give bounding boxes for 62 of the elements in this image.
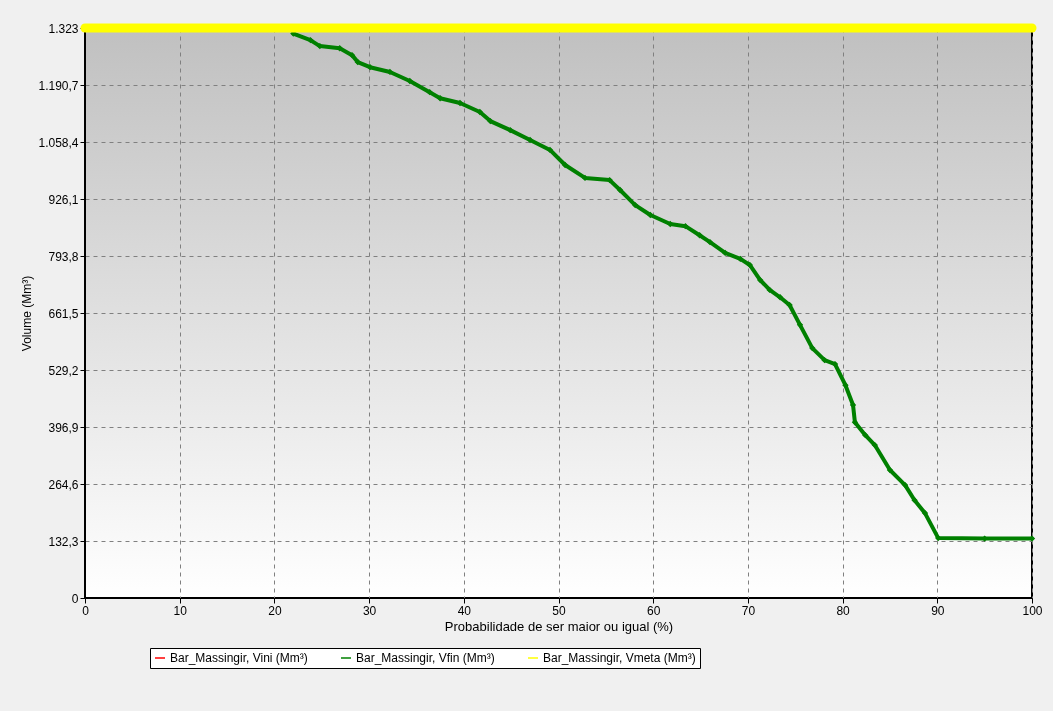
- y-tick-label: 1.058,4: [38, 135, 79, 150]
- x-tick-label: 40: [457, 603, 472, 618]
- point: [921, 509, 929, 517]
- legend-label: Bar_Massingir, Vini (Mm³): [170, 651, 308, 665]
- y-tick-label: 661,5: [48, 306, 79, 321]
- point: [696, 232, 703, 239]
- y-tick-label: 1.190,7: [38, 78, 79, 93]
- point: [862, 431, 869, 439]
- point: [901, 481, 909, 489]
- point: [561, 161, 569, 169]
- point: [354, 58, 361, 66]
- y-axis-title: Volume (Mm³): [20, 275, 35, 352]
- point: [348, 51, 356, 59]
- x-tick-label: 10: [173, 603, 188, 618]
- point: [766, 286, 773, 294]
- x-tick-label: 70: [741, 603, 756, 618]
- point: [722, 249, 729, 257]
- y-tick-label: 264,6: [48, 477, 79, 492]
- point: [546, 146, 554, 154]
- point: [737, 255, 744, 263]
- point: [507, 126, 514, 134]
- point: [667, 220, 674, 228]
- x-tick-label: 0: [82, 603, 90, 618]
- point: [616, 186, 624, 194]
- x-tick-label: 90: [931, 603, 945, 618]
- point: [871, 441, 878, 449]
- point: [487, 117, 494, 125]
- point: [647, 211, 654, 219]
- x-tick-label: 50: [552, 603, 566, 618]
- point: [821, 357, 828, 364]
- legend-label: Bar_Massingir, Vfin (Mm³): [356, 651, 495, 665]
- point: [757, 276, 764, 284]
- point: [706, 238, 714, 246]
- point: [776, 294, 784, 301]
- y-tick-label: 926,1: [48, 192, 79, 207]
- x-axis-title: Probabilidade de ser maior ou igual (%): [444, 618, 674, 634]
- x-tick-label: 30: [362, 603, 377, 618]
- x-tick-label: 20: [268, 603, 282, 618]
- point: [842, 382, 849, 389]
- point: [406, 77, 413, 85]
- point: [632, 201, 639, 209]
- y-tick-label: 132,3: [48, 534, 79, 549]
- x-tick-label: 100: [1022, 603, 1043, 618]
- point: [796, 321, 804, 329]
- y-tick-label: 1.323: [48, 21, 79, 36]
- point: [786, 301, 793, 309]
- point: [809, 344, 816, 352]
- y-tick-label: 0: [71, 591, 79, 606]
- point: [886, 466, 894, 474]
- point: [851, 419, 859, 426]
- point: [476, 108, 484, 116]
- legend-label: Bar_Massingir, Vmeta (Mm³): [543, 651, 696, 665]
- point: [307, 36, 314, 44]
- x-tick-label: 80: [836, 603, 851, 618]
- x-tick-label: 60: [647, 603, 661, 618]
- point: [746, 261, 753, 269]
- y-tick-label: 529,2: [48, 363, 79, 378]
- y-tick-label: 396,9: [48, 420, 79, 435]
- point: [526, 136, 534, 144]
- point: [426, 89, 433, 96]
- point: [911, 497, 918, 504]
- y-tick-label: 793,8: [48, 249, 79, 264]
